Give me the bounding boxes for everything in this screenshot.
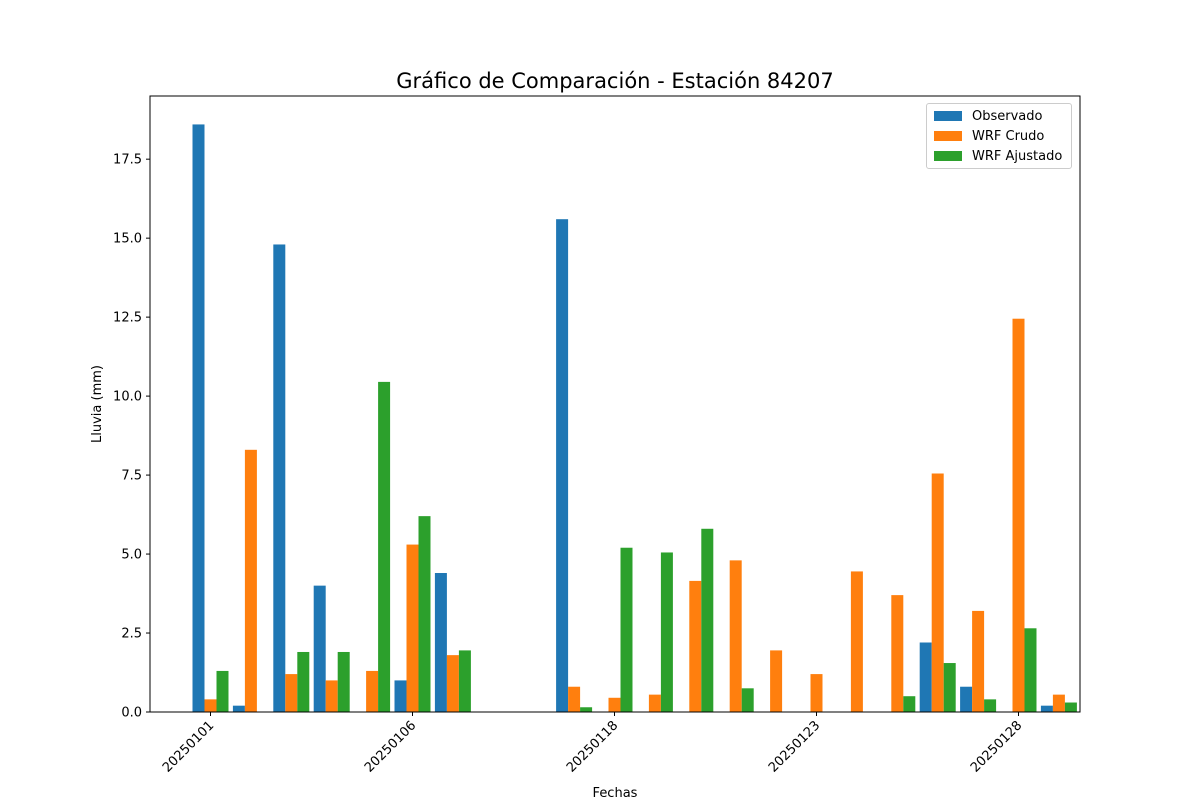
bar-wrf-ajustado-9 <box>580 707 593 712</box>
bar-wrf-crudo-20 <box>1012 318 1025 712</box>
bar-wrf-crudo-9 <box>568 686 581 712</box>
bar-wrf-ajustado-13 <box>741 688 754 712</box>
chart-title: Gráfico de Comparación - Estación 84207 <box>396 69 833 93</box>
legend-swatch-observado <box>934 111 962 121</box>
x-tick-label: 20250101 <box>160 718 217 775</box>
bar-wrf-crudo-1 <box>204 699 217 712</box>
bar-wrf-crudo-12 <box>689 580 702 712</box>
bar-wrf-crudo-16 <box>850 571 863 712</box>
bar-wrf-ajustado-18 <box>943 663 956 712</box>
bar-wrf-crudo-13 <box>729 560 742 712</box>
bar-observado-21 <box>1040 705 1053 712</box>
bar-wrf-ajustado-6 <box>418 516 431 712</box>
legend-label-observado: Observado <box>972 108 1043 124</box>
bar-wrf-ajustado-21 <box>1064 702 1077 712</box>
x-axis-label: Fechas <box>593 786 638 800</box>
bar-wrf-crudo-15 <box>810 674 823 712</box>
bar-observado-7 <box>434 573 447 712</box>
bar-wrf-crudo-7 <box>446 655 459 712</box>
bar-wrf-ajustado-19 <box>984 699 997 712</box>
bar-wrf-ajustado-11 <box>660 552 673 712</box>
bar-observado-2 <box>232 705 245 712</box>
bar-wrf-ajustado-7 <box>458 650 471 712</box>
bar-wrf-crudo-6 <box>406 544 419 712</box>
x-tick-label: 20250128 <box>968 718 1025 775</box>
legend-item-wrf-ajustado: WRF Ajustado <box>934 147 1062 165</box>
bar-wrf-ajustado-5 <box>378 381 391 712</box>
bar-observado-19 <box>960 686 973 712</box>
x-tick-label: 20250106 <box>362 718 419 775</box>
bar-wrf-crudo-10 <box>608 697 621 712</box>
y-tick-label: 10.0 <box>113 390 142 405</box>
bar-observado-18 <box>919 642 932 712</box>
bar-observado-4 <box>313 585 326 712</box>
x-tick-label: 20250123 <box>766 718 823 775</box>
legend-label-wrf-ajustado: WRF Ajustado <box>972 148 1063 164</box>
legend-item-wrf-crudo: WRF Crudo <box>934 127 1044 145</box>
bar-wrf-crudo-2 <box>244 449 257 712</box>
bars-group <box>192 124 1077 713</box>
bar-wrf-crudo-17 <box>891 595 904 712</box>
y-tick-label: 17.5 <box>113 153 142 168</box>
bar-wrf-ajustado-20 <box>1024 628 1037 712</box>
bar-wrf-crudo-4 <box>325 680 338 712</box>
bar-wrf-ajustado-17 <box>903 696 916 712</box>
bar-wrf-ajustado-4 <box>337 651 350 712</box>
y-tick-label: 7.5 <box>121 469 142 484</box>
y-tick-label: 12.5 <box>113 311 142 326</box>
bar-observado-3 <box>273 244 286 712</box>
bar-wrf-ajustado-12 <box>701 528 714 712</box>
bar-wrf-crudo-21 <box>1052 694 1065 712</box>
y-tick-label: 2.5 <box>121 627 142 642</box>
bar-observado-6 <box>394 680 407 712</box>
x-axis: 20250101 20250106 20250118 20250123 20250128 <box>160 712 1025 776</box>
x-tick-label: 20250118 <box>564 718 621 775</box>
legend-swatch-wrf-crudo <box>934 131 962 141</box>
bar-wrf-crudo-11 <box>648 694 661 712</box>
y-tick-label: 15.0 <box>113 232 142 247</box>
bar-observado-1 <box>192 124 205 713</box>
y-tick-label: 0.0 <box>121 706 142 721</box>
bar-wrf-crudo-3 <box>285 674 298 712</box>
legend-label-wrf-crudo: WRF Crudo <box>972 128 1045 144</box>
bar-wrf-crudo-5 <box>366 670 379 712</box>
y-axis-label: Lluvia (mm) <box>90 365 105 443</box>
y-tick-label: 5.0 <box>121 548 142 563</box>
bar-wrf-ajustado-1 <box>216 670 229 712</box>
bar-wrf-crudo-14 <box>770 650 783 712</box>
bar-wrf-ajustado-10 <box>620 547 633 712</box>
bar-observado-9 <box>556 219 569 712</box>
legend-swatch-wrf-ajustado <box>934 151 962 161</box>
legend: Observado WRF Crudo WRF Ajustado <box>926 103 1072 169</box>
bar-wrf-crudo-19 <box>972 610 985 712</box>
bar-wrf-crudo-18 <box>931 473 944 712</box>
y-axis: 0.0 2.5 5.0 7.5 10.0 12.5 15.0 17.5 <box>113 153 150 721</box>
legend-item-observado: Observado <box>934 107 1042 125</box>
bar-wrf-ajustado-3 <box>297 651 310 712</box>
